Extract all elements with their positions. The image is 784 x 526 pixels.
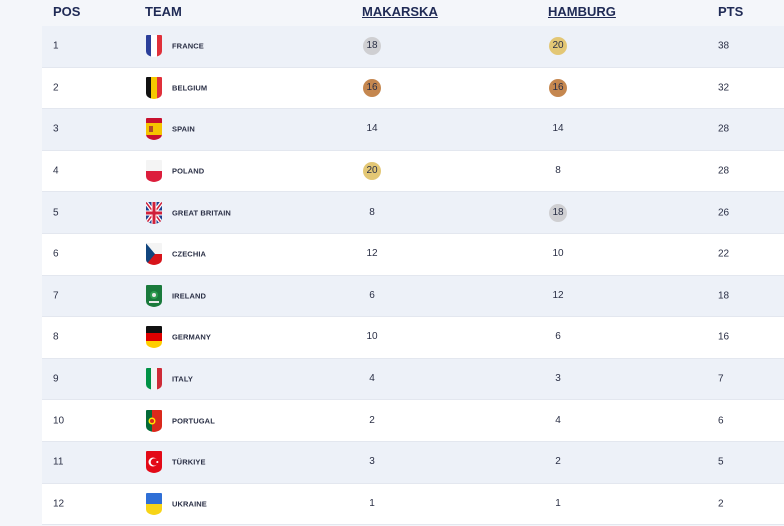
hamburg-points: 18 bbox=[549, 203, 567, 222]
hamburg-points: 12 bbox=[552, 289, 564, 301]
position-cell: 12 bbox=[53, 498, 65, 510]
table-row: 2 BELGIUM 16 16 32 bbox=[42, 67, 784, 110]
total-points: 7 bbox=[718, 373, 724, 385]
hamburg-points: 3 bbox=[555, 373, 561, 385]
makarska-points: 1 bbox=[369, 497, 375, 509]
position-cell: 11 bbox=[53, 456, 64, 468]
total-points: 5 bbox=[718, 456, 724, 468]
header-makarska-link[interactable]: MAKARSKA bbox=[362, 4, 438, 19]
ireland-flag-icon bbox=[145, 284, 163, 308]
header-pts: PTS bbox=[718, 4, 744, 19]
belgium-flag-icon bbox=[145, 76, 163, 100]
makarska-points: 6 bbox=[369, 289, 375, 301]
total-points: 18 bbox=[718, 290, 730, 302]
total-points: 22 bbox=[718, 248, 730, 260]
germany-flag-icon bbox=[145, 325, 163, 349]
makarska-points: 14 bbox=[366, 123, 378, 135]
ukraine-flag-icon bbox=[145, 492, 163, 516]
position-cell: 2 bbox=[53, 82, 59, 94]
table-row: 3 SPAIN 14 14 28 bbox=[42, 109, 784, 151]
team-name: IRELAND bbox=[172, 291, 207, 301]
table-row: 10 PORTUGAL 2 4 6 bbox=[42, 400, 784, 442]
table-row: 12 UKRAINE 1 1 2 bbox=[42, 483, 784, 526]
hamburg-points: 8 bbox=[555, 165, 561, 177]
total-points: 28 bbox=[718, 123, 730, 135]
position-cell: 5 bbox=[53, 207, 59, 219]
header-team: TEAM bbox=[145, 4, 182, 19]
makarska-points: 2 bbox=[369, 414, 375, 426]
total-points: 16 bbox=[718, 331, 730, 343]
total-points: 32 bbox=[718, 82, 730, 94]
italy-flag-icon bbox=[145, 367, 163, 391]
header-hamburg-link[interactable]: HAMBURG bbox=[548, 4, 616, 19]
team-name: CZECHIA bbox=[172, 249, 207, 259]
team-name: FRANCE bbox=[172, 41, 204, 51]
team-name: SPAIN bbox=[172, 124, 195, 134]
table-body: 1 FRANCE 18 20 38 2 BELGIUM 16 16 32 3 SPAIN 14 14 28 4… bbox=[0, 26, 784, 526]
uk-flag-icon bbox=[145, 201, 163, 225]
header-pos: POS bbox=[53, 4, 81, 19]
makarska-points: 18 bbox=[363, 37, 381, 56]
makarska-points: 4 bbox=[369, 373, 375, 385]
position-cell: 10 bbox=[53, 415, 65, 427]
turkiye-flag-icon bbox=[145, 450, 163, 474]
hamburg-points: 4 bbox=[555, 414, 561, 426]
hamburg-points: 2 bbox=[555, 456, 561, 468]
team-name: ITALY bbox=[172, 374, 193, 384]
team-name: GREAT BRITAIN bbox=[172, 208, 231, 218]
position-cell: 8 bbox=[53, 331, 59, 343]
makarska-points: 20 bbox=[363, 162, 381, 181]
hamburg-points: 6 bbox=[555, 331, 561, 343]
position-cell: 9 bbox=[53, 373, 59, 385]
table-row: 4 POLAND 20 8 28 bbox=[42, 150, 784, 193]
position-cell: 3 bbox=[53, 123, 59, 135]
hamburg-points: 14 bbox=[552, 123, 564, 135]
france-flag-icon bbox=[145, 34, 163, 58]
team-name: BELGIUM bbox=[172, 83, 208, 93]
hamburg-points: 10 bbox=[552, 248, 564, 260]
hamburg-points: 16 bbox=[549, 78, 567, 97]
makarska-points: 10 bbox=[366, 331, 378, 343]
table-row: 9 ITALY 4 3 7 bbox=[42, 358, 784, 401]
team-name: TÜRKIYE bbox=[172, 457, 206, 467]
table-row: 8 GERMANY 10 6 16 bbox=[42, 317, 784, 359]
position-cell: 6 bbox=[53, 248, 59, 260]
total-points: 38 bbox=[718, 40, 730, 52]
team-name: UKRAINE bbox=[172, 499, 207, 509]
team-name: POLAND bbox=[172, 166, 205, 176]
total-points: 2 bbox=[718, 498, 724, 510]
position-cell: 4 bbox=[53, 165, 59, 177]
spain-flag-icon bbox=[145, 117, 163, 141]
hamburg-points: 1 bbox=[555, 497, 561, 509]
team-name: GERMANY bbox=[172, 332, 212, 342]
czechia-flag-icon bbox=[145, 242, 163, 266]
makarska-points: 12 bbox=[366, 248, 378, 260]
table-row: 7 IRELAND 6 12 18 bbox=[42, 275, 784, 318]
makarska-points: 3 bbox=[369, 456, 375, 468]
table-row: 5 GREAT BRITAIN 8 18 26 bbox=[42, 192, 784, 234]
makarska-points: 16 bbox=[363, 78, 381, 97]
table-row: 11 TÜRKIYE 3 2 5 bbox=[42, 441, 784, 484]
hamburg-points: 20 bbox=[549, 37, 567, 56]
total-points: 6 bbox=[718, 415, 724, 427]
table-header: POS TEAM MAKARSKA HAMBURG PTS bbox=[0, 0, 784, 26]
position-cell: 7 bbox=[53, 290, 59, 302]
position-cell: 1 bbox=[53, 40, 59, 52]
table-row: 1 FRANCE 18 20 38 bbox=[42, 26, 784, 68]
team-name: PORTUGAL bbox=[172, 416, 215, 426]
total-points: 28 bbox=[718, 165, 730, 177]
poland-flag-icon bbox=[145, 159, 163, 183]
total-points: 26 bbox=[718, 207, 730, 219]
portugal-flag-icon bbox=[145, 409, 163, 433]
table-row: 6 CZECHIA 12 10 22 bbox=[42, 233, 784, 276]
makarska-points: 8 bbox=[369, 206, 375, 218]
